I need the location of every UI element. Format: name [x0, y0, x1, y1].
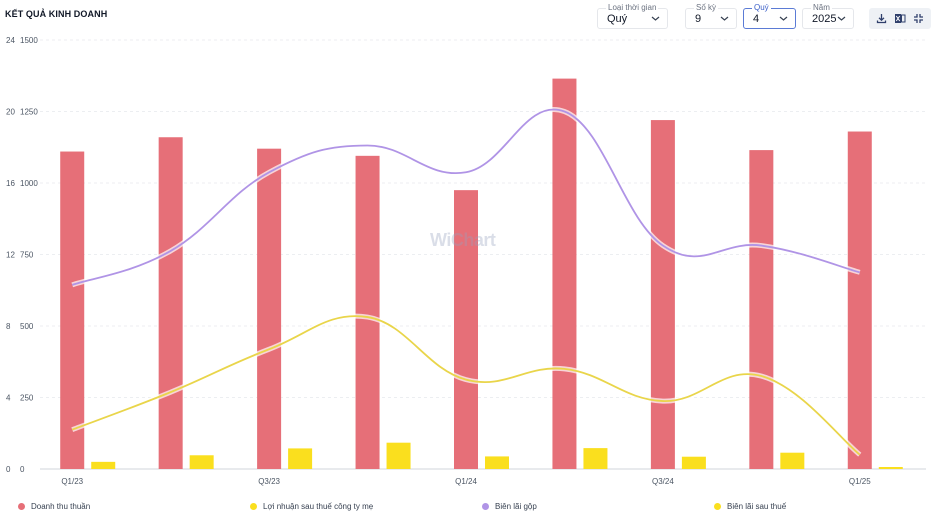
- revenue-bar: [749, 150, 774, 470]
- net-profit-bar: [386, 442, 411, 469]
- quarter-select[interactable]: Quý 4: [743, 3, 796, 29]
- net-profit-bar: [878, 466, 903, 469]
- x-axis-tick-label: Q1/23: [61, 477, 83, 486]
- left-axis-tick-label: 12: [6, 251, 15, 260]
- legend-label: Biên lãi sau thuế: [727, 501, 787, 511]
- left-axis-tick-label: 4: [6, 394, 11, 403]
- quarter-value: 4: [753, 13, 760, 25]
- right-axis-tick-label: 750: [20, 251, 34, 260]
- left-axis-tick-label: 16: [6, 179, 15, 188]
- excel-export-button[interactable]: [892, 11, 908, 27]
- right-axis-tick-label: 1500: [20, 36, 38, 45]
- year-label: Năm: [811, 3, 832, 13]
- revenue-bar: [257, 148, 282, 469]
- fullscreen-icon: [914, 14, 924, 23]
- excel-icon: [894, 14, 906, 23]
- legend-swatch: [714, 502, 721, 510]
- left-axis-tick-label: 8: [6, 322, 11, 331]
- net-profit-bar: [288, 448, 313, 469]
- page-title: KẾT QUẢ KINH DOANH: [5, 9, 108, 19]
- legend-item-net-margin[interactable]: Biên lãi sau thuế: [714, 500, 786, 512]
- chevron-down-icon: [837, 16, 846, 21]
- net-profit-bar: [189, 455, 214, 469]
- net-profit-bar: [485, 456, 509, 469]
- num-periods-select[interactable]: Số kỳ 9: [685, 3, 737, 29]
- legend-label: Lợi nhuận sau thuế công ty mẹ: [263, 501, 374, 511]
- legend-item-net-profit[interactable]: Lợi nhuận sau thuế công ty mẹ: [250, 500, 373, 512]
- right-axis-tick-label: 250: [20, 394, 34, 403]
- num-periods-value: 9: [695, 13, 702, 25]
- right-axis-tick-label: 0: [20, 465, 25, 474]
- num-periods-label: Số kỳ: [694, 3, 719, 13]
- right-axis-tick-label: 1250: [20, 108, 38, 117]
- period-type-value: Quý: [607, 13, 628, 25]
- net-profit-bar: [780, 452, 805, 469]
- chevron-down-icon: [720, 16, 729, 21]
- period-type-select[interactable]: Loại thời gian Quý: [597, 3, 668, 29]
- revenue-bar: [552, 78, 577, 470]
- right-axis-tick-label: 500: [20, 322, 34, 331]
- revenue-bar: [355, 155, 380, 469]
- business-results-chart: 0 0 4 250 8 500 12 750 16 1000 20 1250 24 1500 Q1/23 Q3…: [6, 36, 926, 486]
- legend-item-revenue[interactable]: Doanh thu thuần: [18, 500, 90, 512]
- year-select[interactable]: Năm 2025: [802, 3, 854, 29]
- x-axis-tick-label: Q1/24: [455, 477, 477, 486]
- x-axis-tick-label: Q1/25: [849, 477, 871, 486]
- revenue-bar: [158, 137, 183, 470]
- revenue-bar: [60, 151, 85, 470]
- net-profit-bar: [91, 461, 116, 469]
- net-margin-line: [71, 315, 861, 456]
- chevron-down-icon: [651, 16, 660, 21]
- period-type-label: Loại thời gian: [606, 3, 659, 13]
- download-icon: [876, 14, 886, 24]
- gross-margin-line: [71, 108, 861, 286]
- legend-swatch: [250, 502, 257, 510]
- fullscreen-button[interactable]: [911, 11, 927, 27]
- chevron-down-icon: [779, 16, 788, 21]
- net-profit-bar: [681, 456, 706, 469]
- legend-label: Biên lãi gộp: [495, 501, 537, 511]
- right-axis-tick-label: 1000: [20, 179, 38, 188]
- download-button[interactable]: [873, 11, 889, 27]
- year-value: 2025: [812, 13, 837, 25]
- left-axis-tick-label: 20: [6, 108, 15, 117]
- legend-item-gross-margin[interactable]: Biên lãi gộp: [482, 500, 537, 512]
- x-axis-tick-label: Q3/23: [258, 477, 280, 486]
- revenue-bar: [454, 190, 478, 469]
- left-axis-tick-label: 24: [6, 36, 15, 45]
- chart-toolbar: [869, 8, 931, 29]
- watermark-logo: WiChart: [430, 230, 496, 250]
- legend-swatch: [18, 502, 25, 510]
- x-axis-tick-label: Q3/24: [652, 477, 674, 486]
- legend-swatch: [482, 502, 489, 510]
- left-axis-tick-label: 0: [6, 465, 11, 474]
- quarter-label: Quý: [752, 3, 771, 13]
- net-profit-bar: [583, 448, 608, 469]
- revenue-bar: [650, 120, 675, 469]
- legend-label: Doanh thu thuần: [31, 501, 91, 511]
- revenue-bar: [847, 131, 872, 469]
